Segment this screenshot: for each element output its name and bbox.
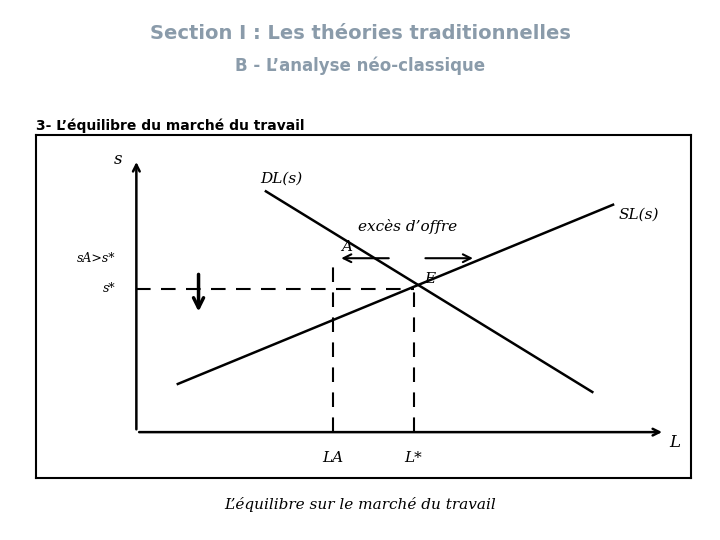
Text: L: L (670, 434, 680, 451)
Text: Section I : Les théories traditionnelles: Section I : Les théories traditionnelles (150, 24, 570, 43)
Text: excès d’offre: excès d’offre (358, 219, 456, 234)
Text: E: E (424, 272, 435, 286)
Text: L*: L* (405, 451, 423, 465)
Text: LA: LA (323, 451, 344, 465)
Text: A: A (341, 240, 352, 254)
Text: 3- L’équilibre du marché du travail: 3- L’équilibre du marché du travail (36, 119, 305, 133)
Text: SL(s): SL(s) (618, 207, 659, 221)
Text: B - L’analyse néo-classique: B - L’analyse néo-classique (235, 57, 485, 75)
Text: L’équilibre sur le marché du travail: L’équilibre sur le marché du travail (224, 497, 496, 512)
Text: sA>s*: sA>s* (77, 252, 116, 265)
Text: s*: s* (103, 282, 116, 295)
Text: s: s (114, 151, 122, 168)
Text: DL(s): DL(s) (261, 172, 303, 186)
